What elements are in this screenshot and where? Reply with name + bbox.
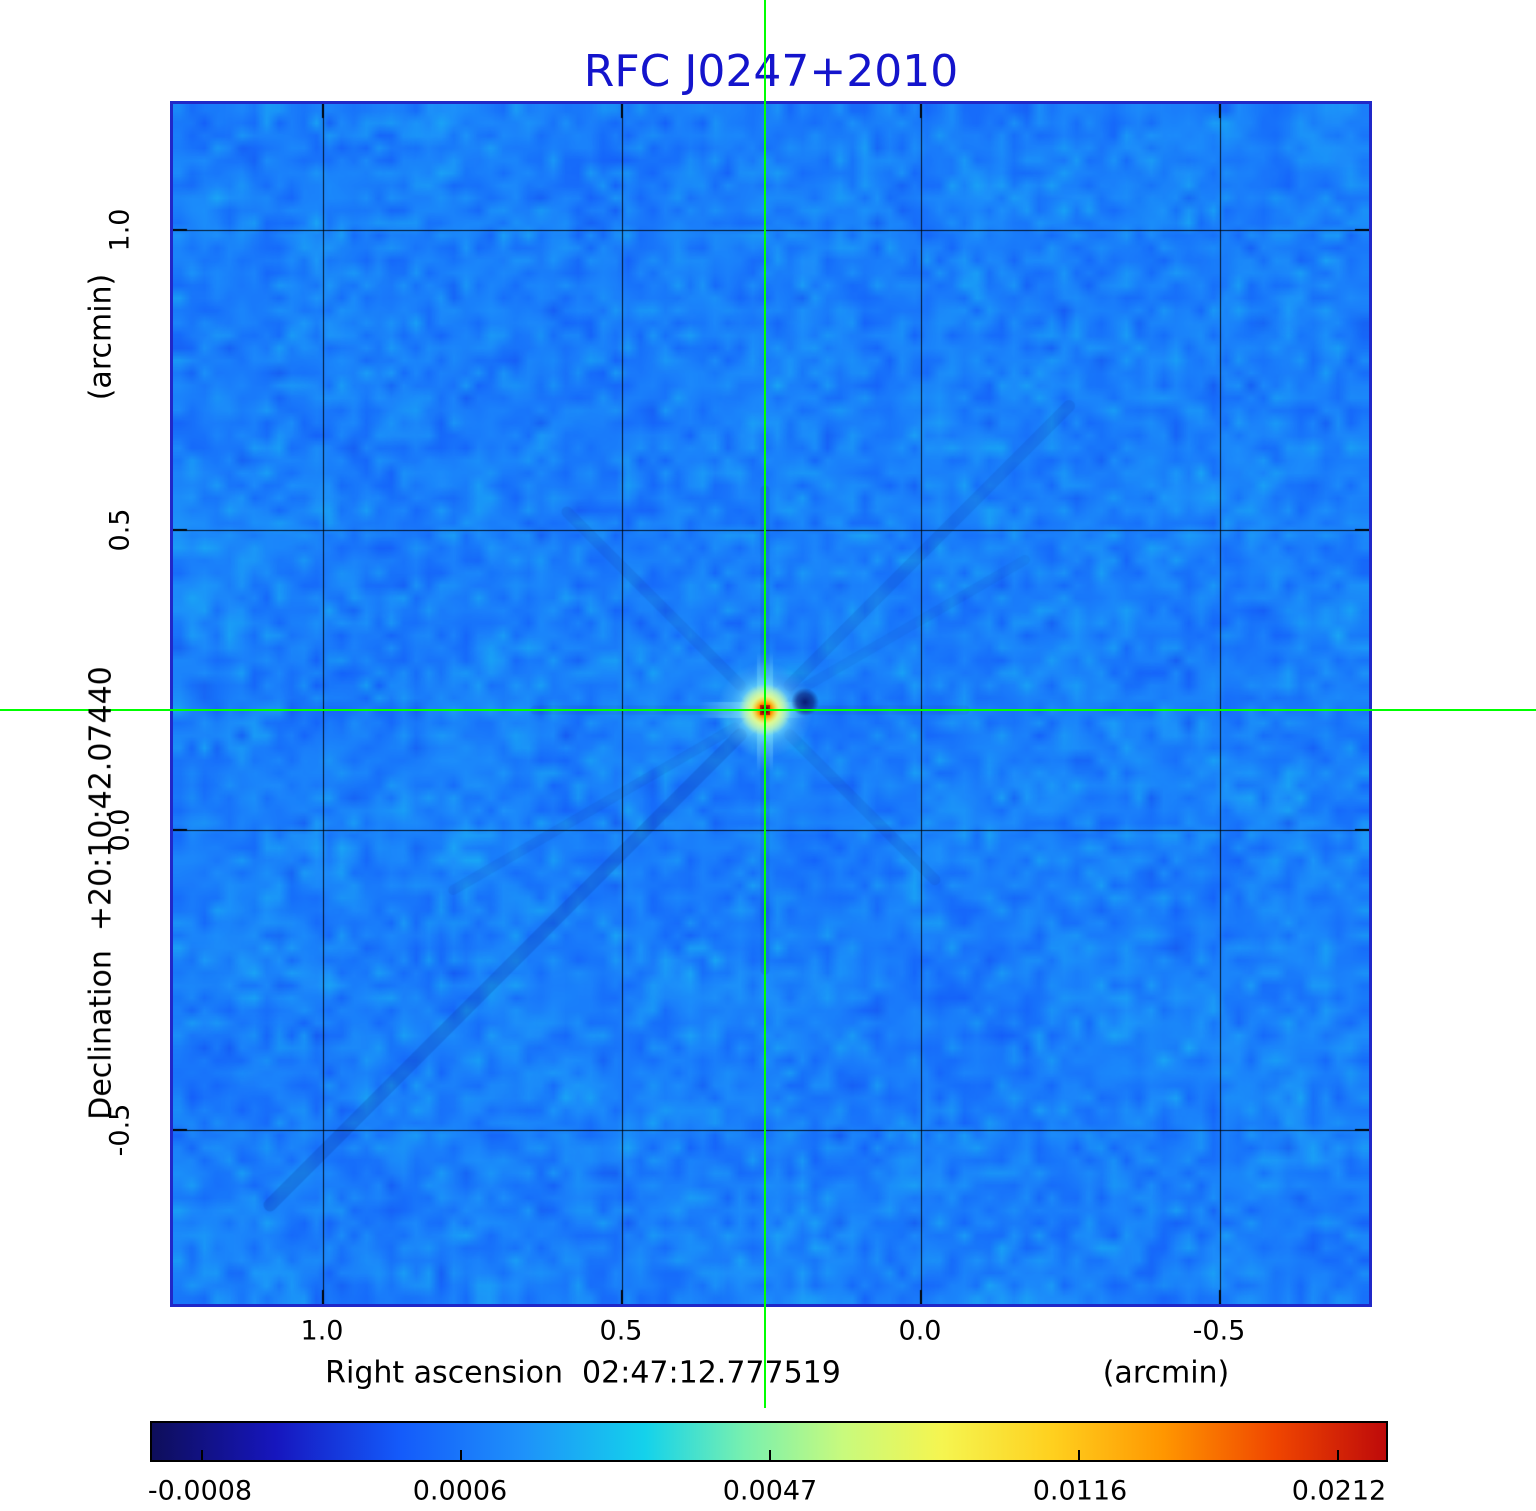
x-tick-label: 0.5 <box>599 1315 643 1347</box>
crosshair-horizontal-line <box>0 709 1536 711</box>
colorbar-tick-label: 0.0212 <box>1291 1475 1387 1507</box>
sky-map-frame <box>170 101 1372 1307</box>
colorbar-tick <box>769 1450 771 1460</box>
x-axis-unit: (arcmin) <box>1102 1355 1230 1391</box>
x-tick-label: 1.0 <box>300 1315 344 1347</box>
colorbar-tick-label: 0.0006 <box>412 1475 508 1507</box>
colorbar-tick <box>460 1450 462 1460</box>
colorbar-tick-label: 0.0116 <box>1032 1475 1128 1507</box>
page-title: RFC J0247+2010 <box>583 46 959 97</box>
colorbar-tick <box>1337 1450 1340 1460</box>
y-tick-label: 1.0 <box>104 208 136 252</box>
x-tick-label: -0.5 <box>1192 1315 1246 1347</box>
heatmap-canvas <box>173 104 1369 1304</box>
y-axis-label: Declination +20:10:42.07440 <box>83 666 119 1120</box>
y-axis-unit: (arcmin) <box>83 273 119 401</box>
y-tick-label: 0.5 <box>104 508 136 552</box>
crosshair-vertical-line <box>764 0 766 1408</box>
x-tick-label: 0.0 <box>898 1315 942 1347</box>
colorbar-tick-label: -0.0008 <box>147 1475 253 1507</box>
colorbar-tick-label: 0.0047 <box>722 1475 818 1507</box>
colorbar-tick <box>1077 1450 1080 1460</box>
colorbar-tick <box>200 1450 203 1460</box>
colorbar <box>150 1421 1388 1462</box>
x-axis-label: Right ascension 02:47:12.777519 <box>325 1355 841 1391</box>
